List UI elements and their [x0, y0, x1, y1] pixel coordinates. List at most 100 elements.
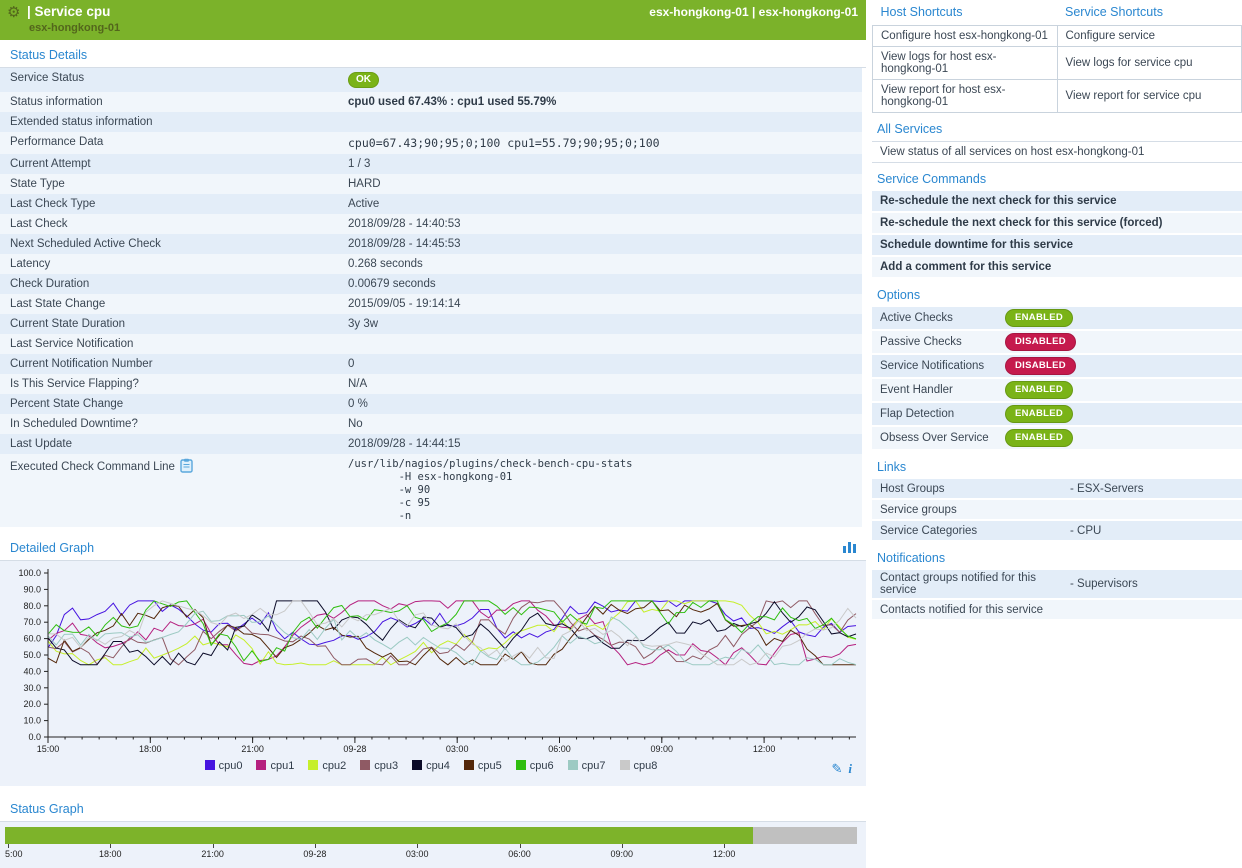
- status-row-value: 2015/09/05 - 19:14:14: [348, 298, 461, 310]
- status-axis-tick: [110, 844, 112, 848]
- status-segment-ok: [5, 827, 754, 844]
- svg-text:18:00: 18:00: [139, 744, 162, 754]
- status-row-label: Performance Data: [10, 136, 104, 148]
- status-axis-label: 12:00: [712, 849, 736, 859]
- svg-text:03:00: 03:00: [446, 744, 469, 754]
- option-state-pill[interactable]: ENABLED: [1005, 381, 1074, 399]
- check-command-text: /usr/lib/nagios/plugins/check-bench-cpu-…: [348, 458, 633, 522]
- host-shortcut-link[interactable]: Configure host esx-hongkong-01: [872, 25, 1058, 47]
- host-shortcut-link[interactable]: View report for host esx-hongkong-01: [872, 79, 1058, 113]
- status-axis-tick: [417, 844, 419, 848]
- legend-swatch: [412, 760, 423, 770]
- service-commands-heading: Service Commands: [877, 172, 987, 186]
- service-command-link[interactable]: Schedule downtime for this service: [872, 235, 1242, 257]
- option-row: Service Notifications DISABLED: [872, 355, 1242, 379]
- legend-label: cpu7: [581, 760, 606, 772]
- svg-text:100.0: 100.0: [18, 568, 41, 578]
- status-row-value: cpu0=67.43;90;95;0;100 cpu1=55.79;90;95;…: [348, 136, 660, 150]
- status-row: Next Scheduled Active Check 2018/09/28 - …: [0, 234, 862, 254]
- svg-text:09-28: 09-28: [343, 744, 366, 754]
- legend-swatch: [308, 760, 319, 770]
- legend-label: cpu6: [529, 760, 554, 772]
- status-row: Last Service Notification: [0, 334, 862, 354]
- svg-text:70.0: 70.0: [23, 617, 41, 627]
- edit-graph-icon[interactable]: ✎: [831, 761, 843, 776]
- detailed-graph-panel: 100.0 90.0 80.0 70.0 60.0 50.0 40.0 30.0 20.0 10.…: [0, 561, 866, 786]
- bar-chart-icon[interactable]: [843, 540, 856, 556]
- status-row-label: Last Check: [10, 218, 68, 230]
- link-row-label: Service groups: [880, 503, 957, 516]
- host-shortcuts-heading: Host Shortcuts: [880, 5, 963, 19]
- legend-swatch: [567, 760, 578, 770]
- status-row: Percent State Change 0 %: [0, 394, 862, 414]
- option-row: Active Checks ENABLED: [872, 307, 1242, 331]
- status-row-value: [338, 334, 862, 354]
- notification-row: Contacts notified for this service: [872, 600, 1242, 621]
- service-command-link[interactable]: Add a comment for this service: [872, 257, 1242, 279]
- option-row: Obsess Over Service ENABLED: [872, 427, 1242, 451]
- link-row-value[interactable]: - ESX-Servers: [1070, 482, 1144, 495]
- option-state-pill[interactable]: DISABLED: [1005, 357, 1076, 375]
- option-state-pill[interactable]: ENABLED: [1005, 405, 1074, 423]
- info-icon[interactable]: i: [848, 761, 852, 776]
- status-row-value: /usr/lib/nagios/plugins/check-bench-cpu-…: [338, 454, 862, 527]
- legend-label: cpu2: [322, 760, 347, 772]
- service-shortcut-link[interactable]: View logs for service cpu: [1056, 46, 1242, 80]
- legend-item-cpu0: cpu0: [204, 760, 242, 772]
- all-services-link[interactable]: View status of all services on host esx-…: [872, 141, 1242, 163]
- status-row: Executed Check Command Line/usr/lib/nagi…: [0, 454, 862, 527]
- status-row: Current State Duration 3y 3w: [0, 314, 862, 334]
- status-axis-label: 09-28: [303, 849, 327, 859]
- status-row-label: Next Scheduled Active Check: [10, 238, 161, 250]
- host-name: esx-hongkong-01: [29, 22, 121, 34]
- svg-text:90.0: 90.0: [23, 584, 41, 594]
- svg-text:09:00: 09:00: [651, 744, 674, 754]
- option-state-pill[interactable]: DISABLED: [1005, 333, 1076, 351]
- legend-label: cpu1: [270, 760, 295, 772]
- legend-swatch: [204, 760, 215, 770]
- status-row-label: Percent State Change: [10, 398, 124, 410]
- header-host-links[interactable]: esx-hongkong-01 | esx-hongkong-01: [649, 5, 858, 19]
- option-label: Obsess Over Service: [880, 432, 989, 444]
- status-row-label: State Type: [10, 178, 65, 190]
- status-graph-heading-label: Status Graph: [10, 802, 84, 816]
- cpu-line-chart[interactable]: 100.0 90.0 80.0 70.0 60.0 50.0 40.0 30.0 20.0 10.…: [0, 563, 862, 755]
- status-row-value: 2018/09/28 - 14:44:15: [348, 438, 461, 450]
- status-row-value: [338, 112, 862, 132]
- service-command-link[interactable]: Re-schedule the next check for this serv…: [872, 191, 1242, 213]
- status-axis-tick: [724, 844, 726, 848]
- legend-item-cpu8: cpu8: [619, 760, 657, 772]
- detailed-graph-heading: Detailed Graph: [0, 533, 866, 561]
- status-axis-tick: [519, 844, 521, 848]
- host-shortcut-link[interactable]: View logs for host esx-hongkong-01: [872, 46, 1058, 80]
- service-shortcut-link[interactable]: View report for service cpu: [1056, 79, 1242, 113]
- gear-icon[interactable]: ⚙: [7, 4, 21, 21]
- legend-swatch: [463, 760, 474, 770]
- status-row-label: Status information: [10, 96, 103, 108]
- status-axis-label: 18:00: [99, 849, 122, 859]
- legend-label: cpu4: [426, 760, 450, 772]
- status-row-value: N/A: [348, 378, 368, 390]
- option-state-pill[interactable]: ENABLED: [1005, 429, 1074, 447]
- shortcuts-table: Host Shortcuts Service Shortcuts Configu…: [872, 0, 1242, 113]
- option-state-pill[interactable]: ENABLED: [1005, 309, 1074, 327]
- left-column: ⚙ | Service cpu esx-hongkong-01 esx-hong…: [0, 0, 866, 868]
- svg-text:30.0: 30.0: [23, 683, 41, 693]
- svg-text:10.0: 10.0: [23, 716, 41, 726]
- chart-actions: ✎ i: [831, 761, 852, 777]
- status-row-value: cpu0 used 67.43% : cpu1 used 55.79%: [348, 96, 557, 108]
- service-command-link[interactable]: Re-schedule the next check for this serv…: [872, 213, 1242, 235]
- notification-row-value[interactable]: - Supervisors: [1070, 578, 1138, 590]
- svg-text:0.0: 0.0: [28, 732, 41, 742]
- clipboard-icon[interactable]: [180, 458, 193, 476]
- svg-text:20.0: 20.0: [23, 699, 41, 709]
- shortcut-row: Configure host esx-hongkong-01 Configure …: [872, 25, 1242, 47]
- status-row-value: 3y 3w: [348, 318, 379, 330]
- status-graph-heading: Status Graph: [0, 794, 866, 822]
- status-timeline-bar[interactable]: [5, 827, 857, 844]
- options-heading: Options: [877, 288, 921, 302]
- svg-text:80.0: 80.0: [23, 601, 41, 611]
- link-row-value[interactable]: - CPU: [1070, 524, 1102, 537]
- service-shortcut-link[interactable]: Configure service: [1056, 25, 1242, 47]
